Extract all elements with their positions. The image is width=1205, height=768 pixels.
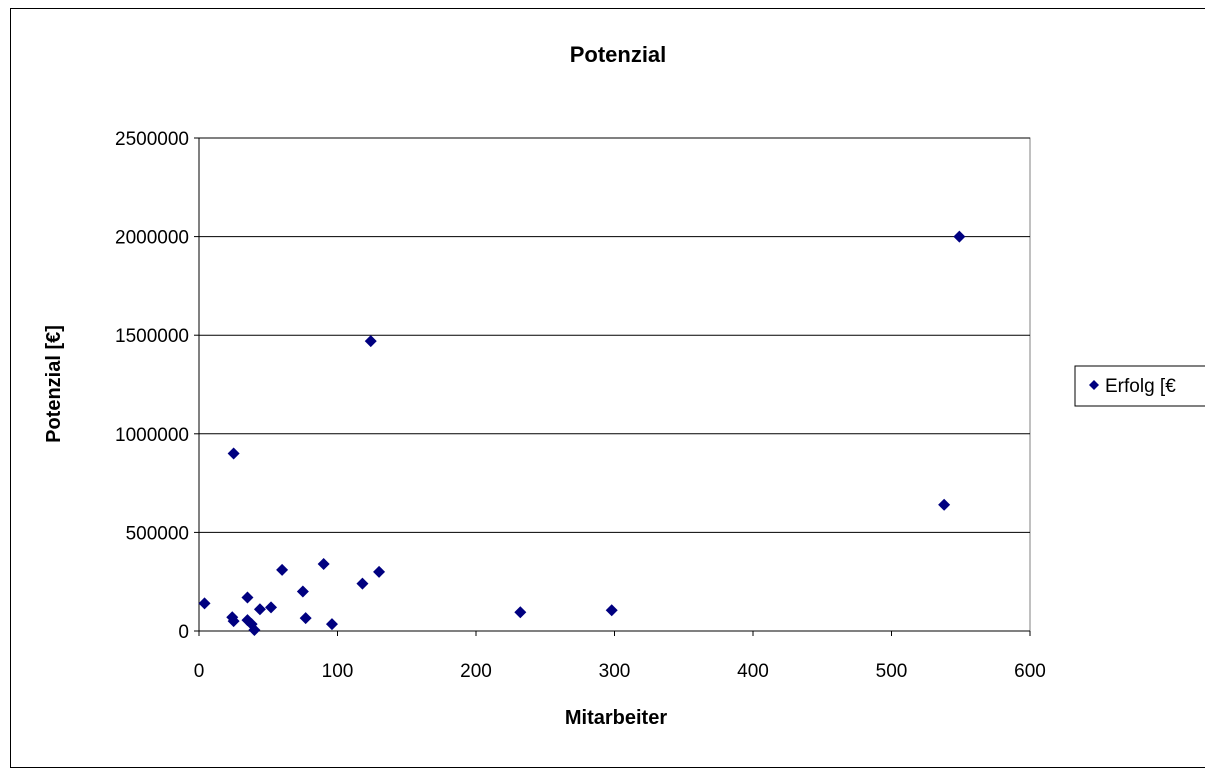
y-tick-label: 1000000	[115, 425, 189, 446]
data-point	[605, 604, 618, 617]
data-points	[198, 230, 966, 637]
x-tick-label: 0	[194, 661, 205, 682]
data-point	[296, 585, 309, 598]
data-point	[276, 563, 289, 576]
x-tick-labels: 0 100 200 300 400 500 600	[194, 661, 1046, 682]
x-tick-label: 300	[599, 661, 631, 682]
data-point	[227, 447, 240, 460]
y-tick-label: 1500000	[115, 326, 189, 347]
legend-label: Erfolg [€	[1105, 376, 1176, 397]
chart-title: Potenzial	[570, 42, 667, 67]
data-point	[953, 230, 966, 243]
data-point	[325, 618, 338, 631]
data-point	[227, 615, 240, 628]
y-tick-label: 0	[178, 622, 189, 643]
x-tick-label: 500	[876, 661, 908, 682]
data-point	[198, 597, 211, 610]
data-point	[265, 601, 278, 614]
legend: Erfolg [€	[1074, 365, 1205, 407]
gridlines	[199, 137, 1030, 533]
data-point	[248, 624, 261, 637]
data-point	[514, 606, 527, 619]
y-tick-label: 2500000	[115, 129, 189, 150]
data-point	[253, 603, 266, 616]
legend-marker-diamond-icon	[1089, 380, 1099, 390]
data-point	[317, 557, 330, 570]
data-point	[241, 591, 254, 604]
y-tick-labels: 0 500000 1000000 1500000 2000000 2500000	[115, 129, 189, 643]
data-point	[938, 498, 951, 511]
x-tick-label: 400	[737, 661, 769, 682]
y-tick-label: 2000000	[115, 228, 189, 249]
data-point	[299, 612, 312, 625]
data-point	[356, 577, 369, 590]
y-axis-title: Potenzial [€]	[43, 325, 65, 443]
x-axis-title: Mitarbeiter	[565, 707, 667, 729]
data-point	[373, 565, 386, 578]
x-tick-label: 200	[460, 661, 492, 682]
axes	[194, 137, 1031, 636]
plot-area	[198, 137, 1031, 632]
x-tick-label: 600	[1014, 661, 1046, 682]
x-tick-label: 100	[322, 661, 354, 682]
data-point	[364, 335, 377, 348]
y-tick-label: 500000	[126, 523, 189, 544]
